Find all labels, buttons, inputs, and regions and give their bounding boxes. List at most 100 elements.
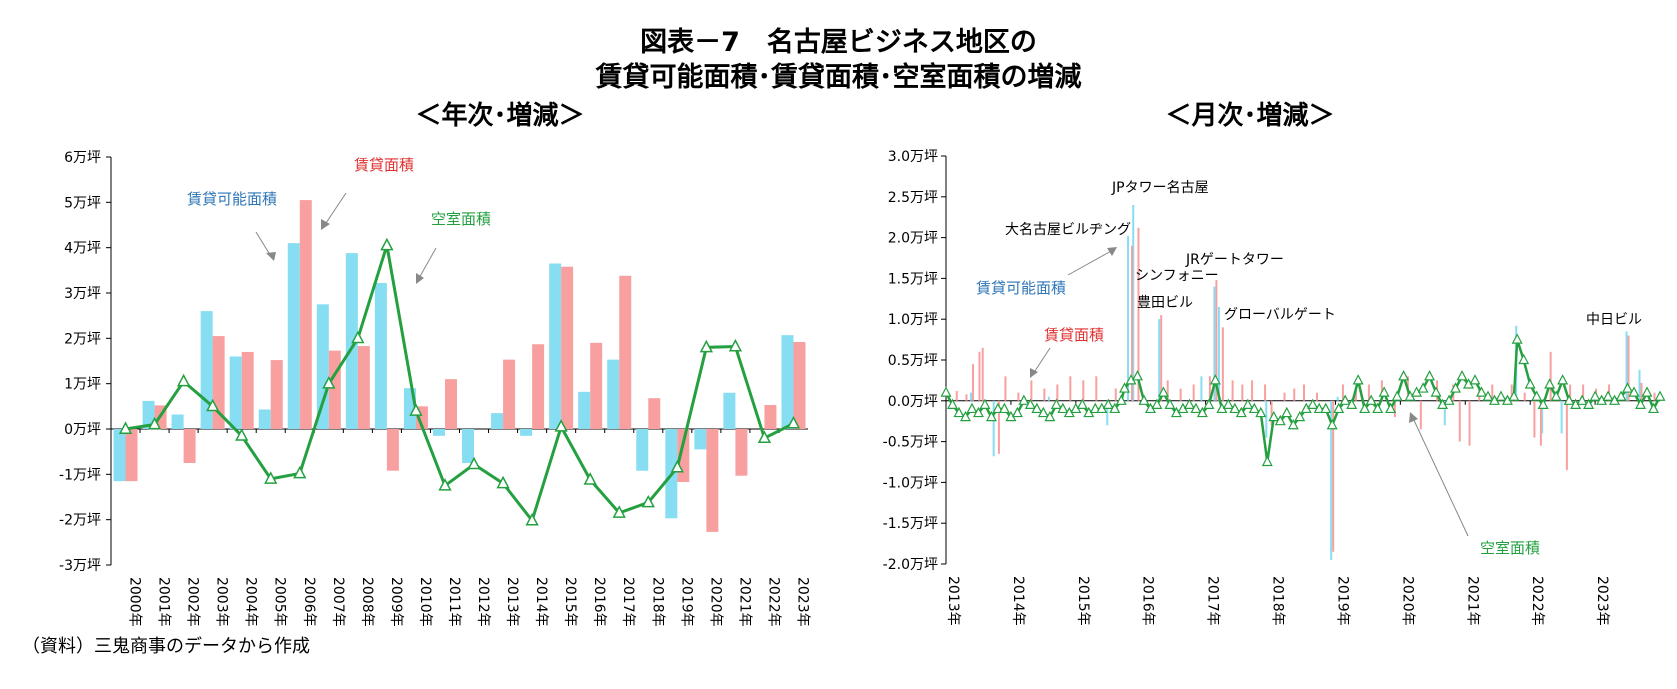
right-subtitle: ＜月次･増減＞ <box>1165 101 1335 131</box>
leased-area-bar <box>1192 384 1195 401</box>
x-tick-label: 2019年 <box>678 577 694 627</box>
leasable-area-bar <box>462 429 475 463</box>
leasable-area-bar <box>1127 235 1130 401</box>
leased-area-bar <box>978 351 981 401</box>
vacant-area-marker <box>583 472 597 485</box>
vacant-area-marker <box>525 512 539 526</box>
chart-title-line1: 図表－7 名古屋ビジネス地区の <box>640 27 1037 58</box>
x-tick-label: 2001年 <box>156 577 172 627</box>
leased-area-bar <box>1221 327 1224 401</box>
vacant-area-line <box>125 244 795 524</box>
leasable-area-bar <box>607 359 620 429</box>
annotation-chunichi-building: 中日ビル <box>1586 312 1642 328</box>
leased-area-bar <box>1241 384 1244 401</box>
leasable-area-bar <box>1158 319 1161 401</box>
vacant-area-marker <box>1164 398 1176 409</box>
vacant-area-marker <box>972 406 984 418</box>
leased-area-bar <box>793 341 806 429</box>
vacant-area-marker <box>1268 410 1280 422</box>
leased-area-bar <box>735 429 748 476</box>
vacant-area-marker <box>1424 370 1436 381</box>
vacant-area-marker <box>966 402 978 414</box>
chart-title-line2: 賃貸可能面積･賃貸面積･空室面積の増減 <box>595 62 1082 93</box>
leased-area-bar <box>1653 392 1656 401</box>
vacant-area-marker <box>1391 390 1403 401</box>
leasable-area-bar <box>781 335 794 429</box>
leased-area-bar <box>1627 335 1630 401</box>
leasable-area-bar <box>1330 400 1333 560</box>
vacant-area-marker <box>985 410 997 422</box>
leased-area-bar <box>1082 380 1085 401</box>
leased-area-bar <box>1130 245 1133 401</box>
vacant-area-marker <box>1157 386 1169 397</box>
leased-area-bar <box>981 347 984 401</box>
leased-area-bar <box>328 350 341 429</box>
y-tick-label: 2.0万坪 <box>888 231 938 247</box>
leasable-area-bar <box>432 429 445 436</box>
leased-area-bar <box>1283 392 1286 401</box>
x-tick-label: 2018年 <box>649 577 665 627</box>
vacant-area-marker <box>940 386 952 397</box>
leasable-area-bar <box>1638 369 1641 401</box>
leased-area-bar <box>1533 400 1536 438</box>
leasable-area-bar <box>287 243 300 429</box>
leased-area-bar <box>706 429 719 532</box>
y-tick-label: 4万坪 <box>64 241 101 257</box>
x-tick-label: 2017年 <box>620 577 636 627</box>
vacant-area-marker <box>1294 410 1306 422</box>
vacant-area-marker <box>1518 353 1530 365</box>
vacant-area-marker <box>1089 402 1101 414</box>
leased-area-bar <box>1332 400 1335 552</box>
leasable-area-bar <box>636 429 649 471</box>
leased-area-bar <box>1565 400 1568 471</box>
y-tick-label: 2.5万坪 <box>888 190 938 206</box>
vacant-area-marker <box>1018 394 1030 405</box>
vacant-area-marker <box>1544 378 1556 389</box>
annotation-leased-label: 賃貸面積 <box>1044 326 1104 344</box>
vacant-area-marker <box>1365 394 1377 405</box>
leased-area-bar <box>1251 380 1254 401</box>
leased-area-bar <box>1030 380 1033 401</box>
leased-area-bar <box>1231 380 1234 401</box>
vacant-area-marker <box>1235 406 1247 418</box>
vacant-area-marker <box>351 330 365 344</box>
leased-area-bar <box>1114 388 1117 401</box>
vacant-area-marker <box>1654 390 1666 401</box>
vacant-area-marker <box>1320 402 1332 414</box>
vacant-area-marker <box>757 430 772 444</box>
leasable-area-bar <box>1541 400 1544 434</box>
leased-area-bar <box>357 346 370 429</box>
x-tick-label: 2021年 <box>736 577 752 627</box>
annotation-global-gate: グローバルゲート <box>1224 307 1336 323</box>
leasable-area-bar <box>694 429 707 450</box>
y-tick-label: -2万坪 <box>59 513 101 529</box>
leasable-area-bar <box>1625 331 1628 401</box>
leased-area-bar <box>532 344 545 429</box>
leased-area-bar <box>764 404 777 429</box>
annotation-leased-label: 賃貸面積 <box>354 156 414 174</box>
vacant-area-marker <box>1037 406 1049 418</box>
annotation-leased-arrow <box>323 192 347 227</box>
leasable-area-bar <box>1213 286 1216 401</box>
vacant-area-marker <box>322 376 336 389</box>
x-tick-label: 2003年 <box>214 577 230 627</box>
y-tick-label: 1.5万坪 <box>888 271 938 287</box>
x-tick-label: 2016年 <box>591 577 607 627</box>
leased-area-bar <box>561 266 574 429</box>
leasable-area-bar <box>1217 306 1220 401</box>
vacant-area-marker <box>1550 390 1562 401</box>
y-tick-label: 2万坪 <box>64 331 101 347</box>
vacant-area-marker <box>438 478 452 491</box>
leasable-area-bar <box>520 429 533 436</box>
vacant-area-marker <box>1248 402 1260 414</box>
leased-area-bar <box>503 359 516 429</box>
leased-area-bar <box>1056 384 1059 401</box>
leased-area-bar <box>125 429 138 482</box>
leased-area-bar <box>299 200 312 429</box>
leased-area-bar <box>1208 376 1211 401</box>
vacant-area-marker <box>1274 414 1286 426</box>
x-tick-label: 2014年 <box>1010 576 1026 626</box>
vacant-area-marker <box>1430 386 1442 397</box>
annual-chart: -3万坪 -2万坪 -1万坪 0万坪 1万坪 2万坪 3万坪 4万坪 5万坪 6万坪 2000年 20… <box>59 150 810 627</box>
leased-area-bar <box>955 391 958 401</box>
